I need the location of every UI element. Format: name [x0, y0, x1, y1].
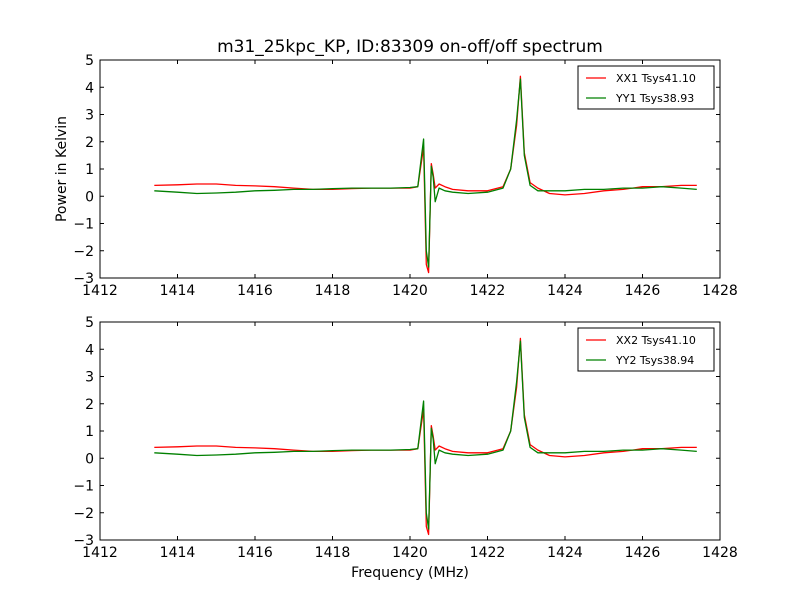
- y-tick-label: 5: [85, 53, 94, 69]
- x-tick-label: 1420: [392, 283, 428, 299]
- y-tick-label: 4: [85, 342, 94, 358]
- legend-label: XX1 Tsys41.10: [616, 72, 696, 85]
- y-tick-label: 1: [85, 162, 94, 178]
- x-tick-label: 1428: [702, 283, 738, 299]
- series-line-yy1: [154, 78, 697, 268]
- y-tick-label: −1: [73, 217, 94, 233]
- y-axis-label: Power in Kelvin: [54, 116, 70, 222]
- y-tick-label: 3: [85, 108, 94, 124]
- x-tick-label: 1416: [237, 283, 273, 299]
- x-tick-label: 1414: [160, 545, 196, 561]
- chart-panel-1: 1412 1414 1416 1418 1420 1422 1424 1426 1428−3−2…: [73, 53, 737, 299]
- y-tick-label: −1: [73, 479, 94, 495]
- series-lines: [154, 75, 697, 274]
- panels-group: 1412 1414 1416 1418 1420 1422 1424 1426 1428−3−2…: [73, 53, 737, 561]
- legend: XX2 Tsys41.10 YY2 Tsys38.94: [577, 327, 715, 372]
- x-tick-label: 1418: [315, 283, 351, 299]
- x-axis-label: Frequency (MHz): [351, 565, 469, 581]
- axes-frame: [99, 321, 721, 541]
- x-tick-label: 1428: [702, 545, 738, 561]
- legend-label: XX2 Tsys41.10: [616, 334, 696, 347]
- x-tick-label: 1412: [82, 545, 118, 561]
- x-tick-label: 1418: [315, 545, 351, 561]
- series-line-yy2: [154, 340, 697, 530]
- y-tick-label: −2: [73, 506, 94, 522]
- legend-box: [577, 327, 715, 372]
- y-tick-label: 0: [85, 189, 94, 205]
- x-tick-label: 1422: [470, 545, 506, 561]
- x-tick-label: 1414: [160, 283, 196, 299]
- axes-frame: [99, 59, 721, 279]
- y-tick-label: 3: [85, 370, 94, 386]
- y-tick-label: 4: [85, 80, 94, 96]
- x-tick-label: 1416: [237, 545, 273, 561]
- legend-label: YY1 Tsys38.93: [615, 92, 694, 105]
- figure-title: m31_25kpc_KP, ID:83309 on-off/off spectr…: [217, 37, 603, 57]
- x-tick-label: 1424: [547, 545, 583, 561]
- y-tick-label: −3: [73, 533, 94, 549]
- chart-panel-2: 1412 1414 1416 1418 1420 1422 1424 1426 1428−3−2…: [73, 315, 737, 561]
- y-tick-label: −2: [73, 244, 94, 260]
- legend: XX1 Tsys41.10 YY1 Tsys38.93: [577, 65, 715, 110]
- legend-box: [577, 65, 715, 110]
- x-tick-label: 1412: [82, 283, 118, 299]
- series-line-xx1: [154, 75, 697, 274]
- legend-label: YY2 Tsys38.94: [615, 354, 694, 367]
- y-tick-label: 1: [85, 424, 94, 440]
- series-line-xx2: [154, 337, 697, 536]
- x-tick-label: 1422: [470, 283, 506, 299]
- x-tick-label: 1426: [625, 545, 661, 561]
- y-tick-label: 5: [85, 315, 94, 331]
- y-tick-label: 0: [85, 451, 94, 467]
- x-tick-label: 1420: [392, 545, 428, 561]
- x-tick-label: 1424: [547, 283, 583, 299]
- series-lines: [154, 337, 697, 536]
- y-tick-label: −3: [73, 271, 94, 287]
- x-tick-label: 1426: [625, 283, 661, 299]
- y-tick-label: 2: [85, 135, 94, 151]
- y-tick-label: 2: [85, 397, 94, 413]
